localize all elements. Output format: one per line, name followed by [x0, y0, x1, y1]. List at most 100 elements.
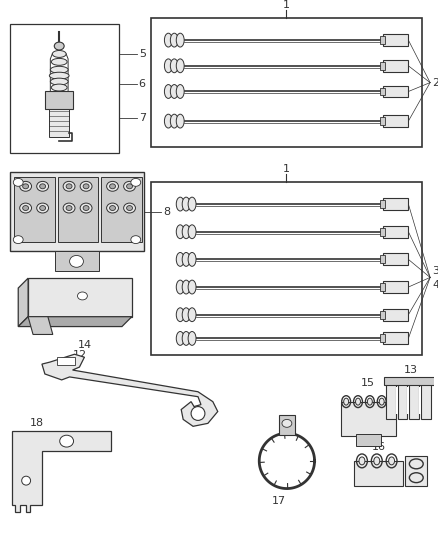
Polygon shape	[12, 431, 111, 512]
Bar	[382, 115, 407, 127]
Ellipse shape	[182, 280, 190, 294]
Bar	[55, 252, 99, 271]
Polygon shape	[18, 278, 28, 327]
Bar	[379, 200, 384, 208]
Ellipse shape	[63, 181, 75, 191]
Bar	[379, 117, 384, 125]
Bar	[383, 377, 434, 385]
Text: 13: 13	[403, 365, 417, 375]
Ellipse shape	[52, 51, 66, 58]
Bar	[150, 182, 421, 355]
Text: 1: 1	[282, 164, 289, 174]
Ellipse shape	[63, 203, 75, 213]
Ellipse shape	[164, 85, 172, 99]
Bar	[382, 198, 407, 210]
Ellipse shape	[51, 84, 67, 91]
Ellipse shape	[176, 308, 184, 321]
Ellipse shape	[176, 253, 184, 266]
Ellipse shape	[176, 197, 184, 211]
Bar	[340, 402, 395, 436]
Ellipse shape	[355, 398, 360, 405]
Ellipse shape	[83, 184, 89, 189]
Ellipse shape	[20, 181, 32, 191]
Ellipse shape	[170, 85, 178, 99]
Bar	[382, 34, 407, 46]
Ellipse shape	[51, 59, 67, 66]
Bar	[11, 25, 119, 153]
Bar	[101, 177, 141, 241]
Bar	[379, 283, 384, 291]
Ellipse shape	[110, 184, 115, 189]
Ellipse shape	[182, 332, 190, 345]
Ellipse shape	[70, 255, 83, 268]
Bar	[409, 382, 418, 419]
Ellipse shape	[281, 419, 291, 427]
Bar	[382, 254, 407, 265]
Ellipse shape	[176, 332, 184, 345]
Ellipse shape	[176, 114, 184, 128]
Ellipse shape	[49, 72, 69, 79]
Text: 8: 8	[163, 207, 170, 217]
Text: 7: 7	[138, 113, 145, 123]
Bar	[379, 255, 384, 263]
Ellipse shape	[378, 398, 383, 405]
Ellipse shape	[20, 203, 32, 213]
Text: 15: 15	[360, 378, 374, 388]
Ellipse shape	[78, 292, 87, 300]
Ellipse shape	[106, 181, 118, 191]
Ellipse shape	[191, 407, 205, 421]
Ellipse shape	[182, 308, 190, 321]
Bar	[382, 309, 407, 321]
Ellipse shape	[80, 181, 92, 191]
Text: 12: 12	[73, 350, 87, 360]
Ellipse shape	[37, 181, 49, 191]
Bar	[57, 357, 74, 365]
Ellipse shape	[388, 457, 394, 465]
Ellipse shape	[176, 85, 184, 99]
Ellipse shape	[170, 33, 178, 47]
Ellipse shape	[50, 66, 68, 73]
Bar	[405, 456, 426, 486]
Ellipse shape	[170, 114, 178, 128]
Ellipse shape	[60, 435, 74, 447]
Bar	[382, 60, 407, 72]
Bar	[406, 387, 409, 415]
Bar	[379, 87, 384, 95]
Ellipse shape	[13, 179, 23, 187]
Ellipse shape	[176, 225, 184, 239]
Ellipse shape	[83, 206, 89, 211]
Ellipse shape	[188, 308, 196, 321]
Ellipse shape	[21, 476, 31, 485]
Text: 1: 1	[282, 0, 289, 10]
Text: 4: 4	[431, 280, 438, 290]
Ellipse shape	[66, 184, 72, 189]
Ellipse shape	[106, 203, 118, 213]
Bar	[397, 382, 406, 419]
Ellipse shape	[23, 206, 28, 211]
Bar	[14, 177, 55, 241]
Bar	[379, 335, 384, 342]
Ellipse shape	[164, 114, 172, 128]
Text: 3: 3	[431, 266, 438, 277]
Text: 6: 6	[138, 78, 145, 88]
Ellipse shape	[373, 457, 379, 465]
Ellipse shape	[66, 206, 72, 211]
Bar	[11, 173, 143, 252]
Polygon shape	[42, 354, 217, 426]
Ellipse shape	[182, 253, 190, 266]
Ellipse shape	[182, 225, 190, 239]
Bar	[49, 109, 69, 137]
Ellipse shape	[164, 33, 172, 47]
Ellipse shape	[176, 33, 184, 47]
Bar	[150, 19, 421, 147]
Bar	[382, 281, 407, 293]
Ellipse shape	[358, 457, 364, 465]
Bar	[382, 333, 407, 344]
Bar	[58, 177, 98, 241]
Bar	[395, 387, 397, 415]
Ellipse shape	[367, 398, 371, 405]
Ellipse shape	[131, 179, 141, 187]
Ellipse shape	[126, 184, 132, 189]
Bar	[279, 415, 294, 435]
Bar	[379, 311, 384, 319]
